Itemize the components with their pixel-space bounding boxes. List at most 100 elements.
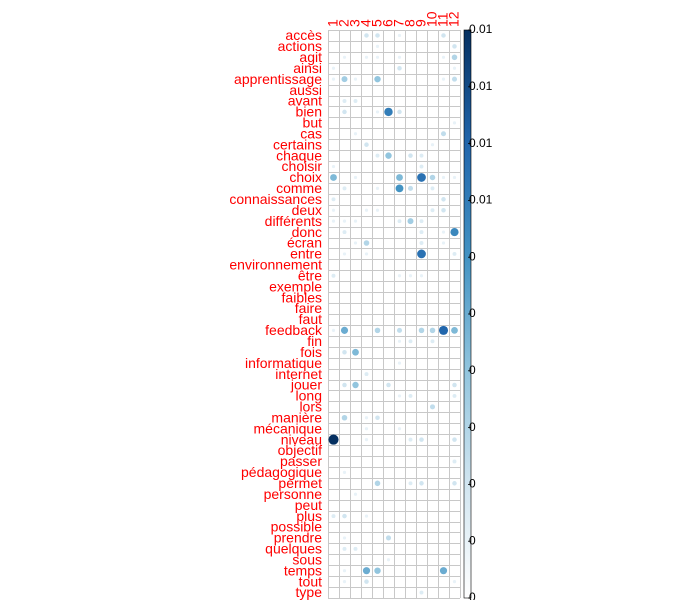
cell-circle — [364, 514, 369, 518]
cell-circle — [452, 251, 457, 256]
column-label: 10 — [424, 11, 440, 27]
color-legend: 0.01 0.01 0.01 0.01 0 0 0 0 0 0 0 — [463, 22, 493, 600]
colorbar-label: 0.01 — [469, 193, 493, 207]
cell-circle — [331, 514, 336, 519]
row-label: apprentissage — [234, 71, 322, 87]
cell-circle — [441, 77, 446, 81]
column-label: 11 — [435, 12, 451, 27]
cell-circle — [331, 164, 336, 169]
row-label: mécanique — [254, 420, 323, 436]
cell-circle — [363, 240, 370, 246]
cell-circle — [397, 33, 402, 38]
row-label: agit — [299, 49, 322, 65]
cell-circle — [352, 381, 359, 389]
row-label: ainsi — [293, 60, 322, 76]
row-label: temps — [284, 562, 322, 578]
cell-circle — [342, 99, 347, 103]
row-label: niveau — [281, 431, 322, 447]
cell-circle — [328, 434, 339, 445]
colorbar-label: 0 — [469, 533, 476, 547]
cell-circle — [397, 219, 402, 224]
cell-circle — [397, 109, 402, 115]
cell-circle — [419, 274, 424, 278]
row-label: feedback — [265, 322, 323, 338]
cell-circle — [452, 481, 457, 486]
cell-circle — [441, 197, 446, 202]
cell-circle — [397, 339, 402, 343]
cell-circle — [342, 470, 347, 474]
row-label: faibles — [282, 289, 322, 305]
cell-circle — [331, 219, 336, 223]
cell-circle — [364, 55, 369, 59]
row-label: manière — [271, 409, 322, 425]
row-label: long — [296, 388, 322, 404]
cell-circle — [353, 175, 358, 180]
cell-circle — [353, 546, 358, 551]
row-label: choix — [289, 169, 322, 185]
cell-circle — [331, 66, 336, 70]
cell-circle — [375, 208, 380, 212]
row-label: certains — [273, 136, 322, 152]
cell-circle — [450, 227, 459, 237]
cell-circle — [342, 349, 347, 355]
plot-cells — [328, 33, 459, 595]
cell-circle — [440, 131, 447, 137]
colorbar-label: 0 — [469, 306, 476, 320]
cell-circle — [342, 230, 347, 235]
cell-circle — [353, 99, 358, 103]
cell-circle — [342, 580, 347, 584]
cell-circle — [452, 459, 457, 464]
cell-circle — [342, 382, 347, 388]
cell-circle — [342, 513, 347, 519]
cell-circle — [342, 55, 347, 59]
plot-grid — [328, 30, 461, 599]
cell-circle — [364, 438, 369, 442]
cell-circle — [429, 174, 436, 181]
cell-circle — [353, 241, 358, 245]
cell-circle — [408, 153, 413, 158]
cell-circle — [364, 427, 369, 431]
cell-circle — [375, 415, 380, 421]
row-label: jouer — [290, 377, 322, 393]
colorbar-label: 0 — [469, 249, 476, 263]
cell-circle — [452, 66, 457, 70]
cell-circle — [408, 437, 413, 442]
cell-circle — [452, 382, 457, 388]
cell-circle — [342, 219, 347, 223]
cell-circle — [342, 252, 347, 256]
row-label: exemple — [269, 278, 322, 294]
cell-circle — [375, 44, 380, 48]
cell-circle — [430, 208, 435, 213]
cell-circle — [419, 164, 424, 169]
row-label: bien — [296, 104, 322, 120]
column-label: 3 — [347, 19, 363, 27]
cell-circle — [419, 481, 424, 486]
row-label: quelques — [265, 541, 322, 557]
cell-circle — [340, 326, 349, 334]
cell-circle — [353, 492, 358, 496]
cell-circle — [441, 33, 446, 38]
row-label: possible — [271, 519, 323, 535]
cell-circle — [364, 579, 369, 584]
cell-circle — [342, 546, 347, 551]
row-label: faut — [299, 311, 322, 327]
cell-circle — [452, 580, 457, 584]
row-label: faire — [295, 300, 322, 316]
row-label: informatique — [245, 355, 322, 371]
cell-circle — [397, 274, 402, 278]
cell-circle — [397, 55, 402, 59]
cell-circle — [375, 186, 380, 190]
cell-circle — [419, 153, 424, 158]
cell-circle — [452, 437, 457, 442]
cell-circle — [331, 208, 336, 212]
cell-circle — [418, 327, 425, 334]
row-label: fin — [307, 333, 322, 349]
cell-circle — [397, 394, 402, 398]
row-label: écran — [287, 235, 322, 251]
cell-circle — [429, 327, 436, 334]
cell-circle — [342, 109, 347, 115]
colorbar-label: 0 — [469, 420, 476, 434]
row-label: cas — [300, 125, 322, 141]
